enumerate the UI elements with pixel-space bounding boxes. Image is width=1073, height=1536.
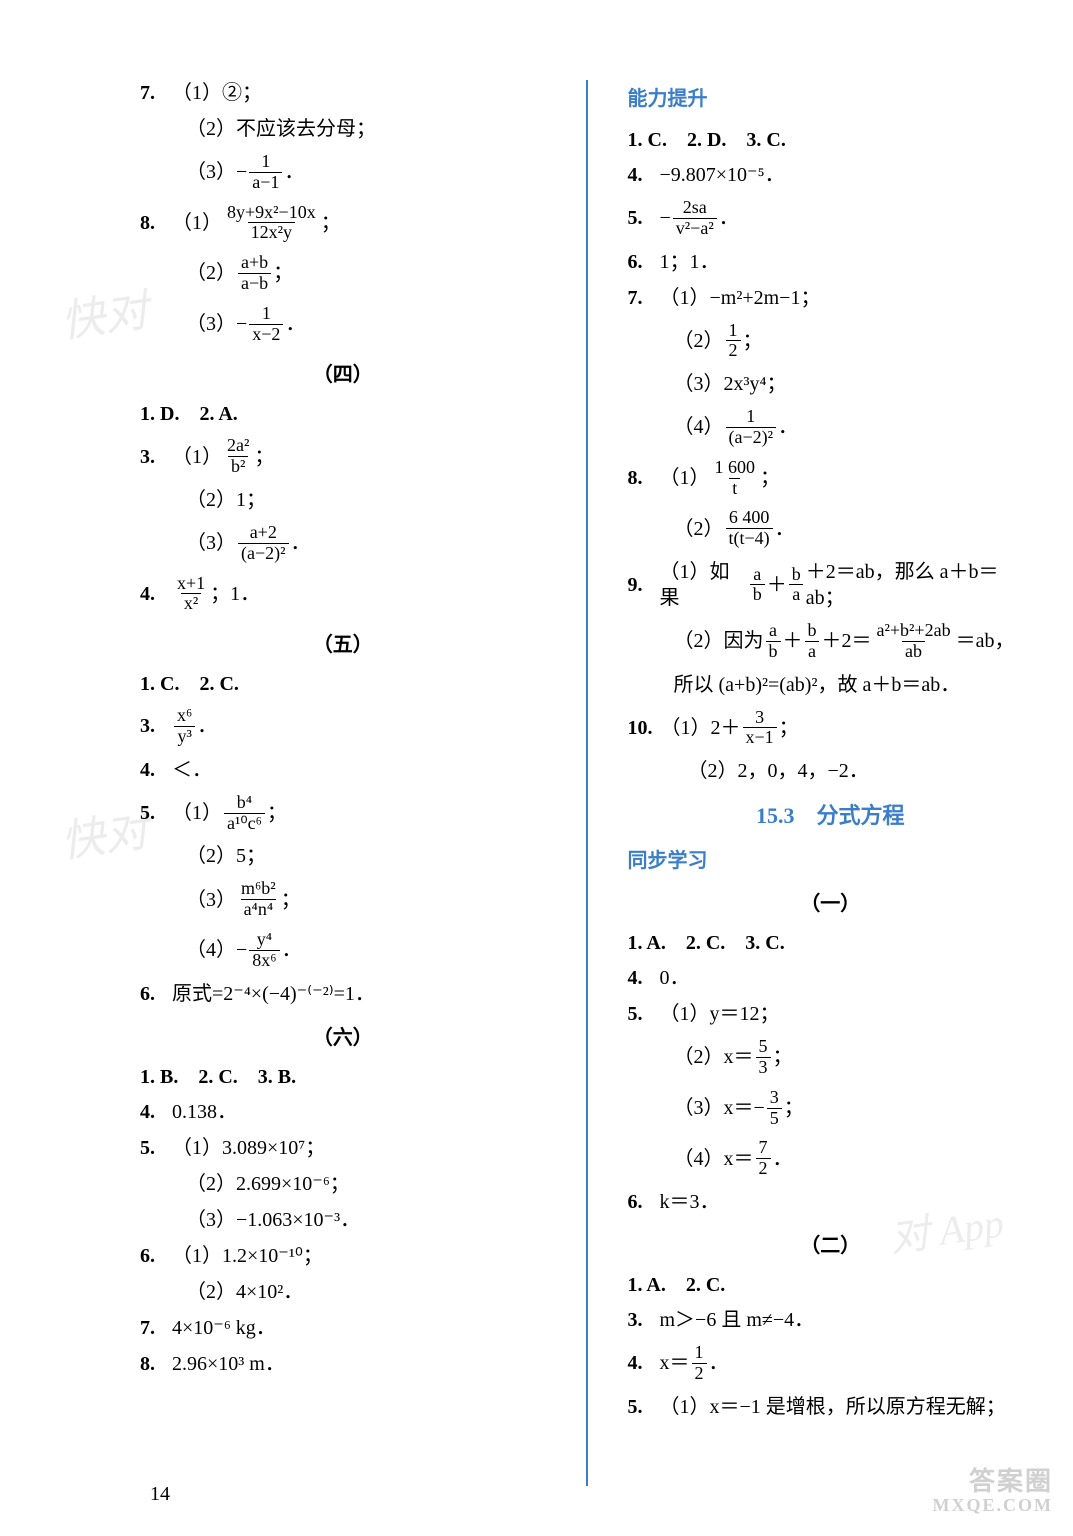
- fraction: ab: [766, 621, 781, 662]
- item: （2） 6 400t(t−4) ．: [674, 508, 1034, 549]
- item: 5. （1） b⁴a¹⁰c⁶ ；: [140, 793, 546, 834]
- item: 6.k＝3．: [628, 1189, 1034, 1215]
- item: （4）− y⁴8x⁶ ．: [186, 930, 546, 971]
- item: （3） a+2(a−2)² ．: [186, 523, 546, 564]
- fraction: x+1x²: [174, 574, 208, 615]
- item: 4.−9.807×10⁻⁵．: [628, 162, 1034, 188]
- item: （2）1；: [186, 487, 546, 513]
- item: （4）x＝ 72 ．: [674, 1138, 1034, 1179]
- item: 5.（1）x＝−1 是增根，所以原方程无解；: [628, 1394, 1034, 1420]
- item: （2） 12 ；: [674, 321, 1034, 362]
- fraction: ba: [789, 565, 804, 606]
- text: （2）不应该去分母；: [186, 116, 376, 142]
- column-divider: [586, 80, 588, 1486]
- item: 4. x＝ 12 ．: [628, 1343, 1034, 1384]
- right-column: 能力提升 1. C. 2. D. 3. C. 4.−9.807×10⁻⁵． 5.…: [628, 70, 1034, 1496]
- section-heading: （一）: [628, 887, 1034, 916]
- chapter-title: 15.3 分式方程: [628, 798, 1034, 830]
- item: 3. x⁶y³ ．: [140, 706, 546, 747]
- item: （3） m⁶b²a⁴n⁴ ；: [186, 879, 546, 920]
- item: （2）2，0，4，−2．: [688, 758, 1034, 784]
- section-heading: （五）: [140, 628, 546, 657]
- item: （3）2x³y⁴；: [674, 371, 1034, 397]
- fraction: 1a−1: [249, 152, 282, 193]
- fraction: a+2(a−2)²: [238, 523, 289, 564]
- blue-heading: 能力提升: [628, 82, 1034, 111]
- item: 4. x+1x² ；1．: [140, 574, 546, 615]
- item: 5.（1）y＝12；: [628, 1001, 1034, 1027]
- answers-row: 1. C. 2. D. 3. C.: [628, 123, 1034, 152]
- item: （2）因为 ab ＋ ba ＋2＝ a²+b²+2abab ＝ab，: [674, 621, 1034, 662]
- item: 5.（1）3.089×10⁷；: [140, 1135, 546, 1161]
- item: （2）不应该去分母；: [186, 116, 546, 142]
- page: 7.（1）②； （2）不应该去分母； （3） − 1a−1 ． 8. （1） 8…: [0, 0, 1073, 1536]
- fraction: ab: [750, 565, 765, 606]
- fraction: a+ba−b: [238, 253, 271, 294]
- item: 7.（1）②；: [140, 80, 546, 106]
- watermark-logo: 答案圈 MXQE.COM: [933, 1468, 1053, 1516]
- answers-row: 1. B. 2. C. 3. B.: [140, 1060, 546, 1089]
- item: 6.（1）1.2×10⁻¹⁰；: [140, 1243, 546, 1269]
- fraction: b⁴a¹⁰c⁶: [224, 793, 265, 834]
- item: 3.m＞−6 且 m≠−4．: [628, 1307, 1034, 1333]
- item: （3）−1.063×10⁻³．: [186, 1207, 546, 1233]
- fraction: 1x−2: [249, 304, 283, 345]
- fraction: 8y+9x²−10x12x²y: [224, 203, 319, 244]
- item: 4.＜．: [140, 757, 546, 783]
- answers-row: 1. D. 2. A.: [140, 397, 546, 426]
- fraction: 53: [756, 1037, 771, 1078]
- text: （1）②；: [172, 80, 262, 106]
- item: （3）− 1x−2 ．: [186, 304, 546, 345]
- item: 6.原式=2⁻⁴×(−4)⁻⁽⁻²⁾=1．: [140, 981, 546, 1007]
- item: 10. （1）2＋ 3x−1 ；: [628, 708, 1034, 749]
- item: （2）4×10²．: [186, 1279, 546, 1305]
- item: 4.0.138．: [140, 1099, 546, 1125]
- section-heading: （二）: [628, 1229, 1034, 1258]
- item: （2） a+ba−b ；: [186, 253, 546, 294]
- item: 7.（1）−m²+2m−1；: [628, 285, 1034, 311]
- text: （3）: [186, 159, 236, 185]
- answers-row: 1. A. 2. C.: [628, 1268, 1034, 1297]
- item: 5.− 2sav²−a² ．: [628, 198, 1034, 239]
- fraction: 12: [726, 321, 741, 362]
- fraction: 3x−1: [743, 708, 777, 749]
- fraction: 1 600t: [712, 458, 759, 499]
- item: 所以 (a+b)²=(ab)²，故 a＋b＝ab．: [674, 672, 1034, 698]
- fraction: 6 400t(t−4): [726, 508, 773, 549]
- item: （3） − 1a−1 ．: [186, 152, 546, 193]
- answers-row: 1. A. 2. C. 3. C.: [628, 926, 1034, 955]
- fraction: 35: [767, 1088, 782, 1129]
- page-number: 14: [150, 1483, 170, 1506]
- blue-heading: 同步学习: [628, 844, 1034, 873]
- item: （4） 1(a−2)² ．: [674, 407, 1034, 448]
- item: 3. （1） 2a²b² ；: [140, 436, 546, 477]
- item: 8. （1） 1 600t ；: [628, 458, 1034, 499]
- item: 7.4×10⁻⁶ kg．: [140, 1315, 546, 1341]
- item: 6.1；1．: [628, 249, 1034, 275]
- fraction: 12: [692, 1343, 707, 1384]
- item: （2）5；: [186, 843, 546, 869]
- section-heading: （六）: [140, 1021, 546, 1050]
- answers-row: 1. C. 2. C.: [140, 667, 546, 696]
- item: 8.2.96×10³ m．: [140, 1351, 546, 1377]
- fraction: 1(a−2)²: [726, 407, 777, 448]
- left-column: 7.（1）②； （2）不应该去分母； （3） − 1a−1 ． 8. （1） 8…: [140, 70, 546, 1496]
- item: （2）2.699×10⁻⁶；: [186, 1171, 546, 1197]
- item: 9. （1）如果 ab ＋ ba ＋2＝ab，那么 a＋b＝ab；: [628, 559, 1034, 611]
- fraction: a²+b²+2abab: [874, 621, 954, 662]
- item: 4.0．: [628, 965, 1034, 991]
- fraction: x⁶y³: [174, 706, 195, 747]
- fraction: 72: [756, 1138, 771, 1179]
- section-heading: （四）: [140, 358, 546, 387]
- fraction: y⁴8x⁶: [249, 930, 279, 971]
- fraction: 2a²b²: [224, 436, 252, 477]
- item: （3）x＝− 35 ；: [674, 1088, 1034, 1129]
- fraction: 2sav²−a²: [673, 198, 717, 239]
- fraction: ba: [805, 621, 820, 662]
- fraction: m⁶b²a⁴n⁴: [238, 879, 279, 920]
- item: 8. （1） 8y+9x²−10x12x²y ；: [140, 203, 546, 244]
- item: （2）x＝ 53 ；: [674, 1037, 1034, 1078]
